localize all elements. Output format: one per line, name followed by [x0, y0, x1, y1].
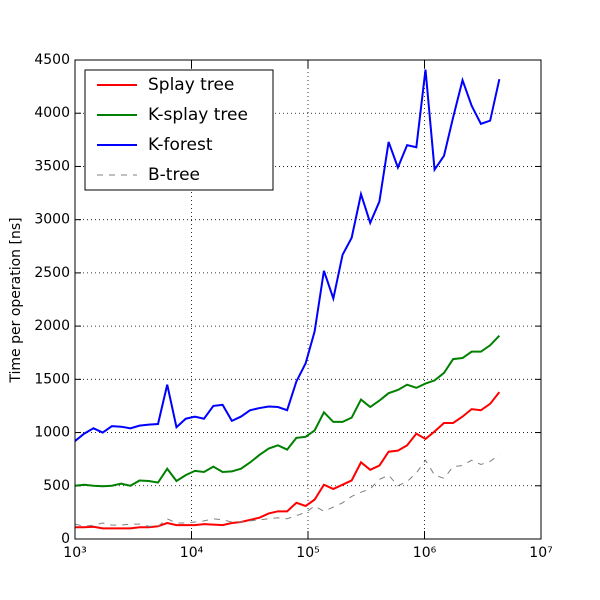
x-tick-label: 10⁵: [296, 545, 319, 561]
x-tick-label: 10⁴: [180, 545, 204, 561]
y-tick-label: 3500: [34, 158, 70, 174]
legend-box: [84, 69, 274, 191]
y-tick-label: 2500: [34, 265, 70, 281]
y-tick-label: 3000: [34, 212, 70, 228]
y-axis-label: Time per operation [ns]: [8, 217, 24, 383]
y-tick-label: 4500: [34, 52, 70, 68]
y-tick-label: 500: [43, 478, 70, 494]
series-line: [75, 391, 501, 530]
legend-label: Splay tree: [148, 75, 234, 95]
y-tick-label: 2000: [34, 318, 70, 334]
y-tick-label: 0: [61, 531, 70, 547]
series-line: [74, 454, 500, 527]
legend-label: K-forest: [148, 135, 213, 155]
y-tick-label: 1500: [34, 371, 70, 387]
plot-frame: [74, 59, 542, 540]
x-tick-label: 10³: [63, 545, 86, 561]
y-tick-label: 4000: [34, 105, 70, 121]
series-line: [74, 69, 501, 442]
x-tick-label: 10⁷: [529, 545, 552, 561]
x-tick-label: 10⁶: [413, 545, 437, 561]
series-line: [74, 334, 501, 488]
legend-label: K-splay tree: [148, 105, 248, 125]
legend-label: B-tree: [148, 165, 200, 185]
y-tick-label: 1000: [34, 425, 70, 441]
